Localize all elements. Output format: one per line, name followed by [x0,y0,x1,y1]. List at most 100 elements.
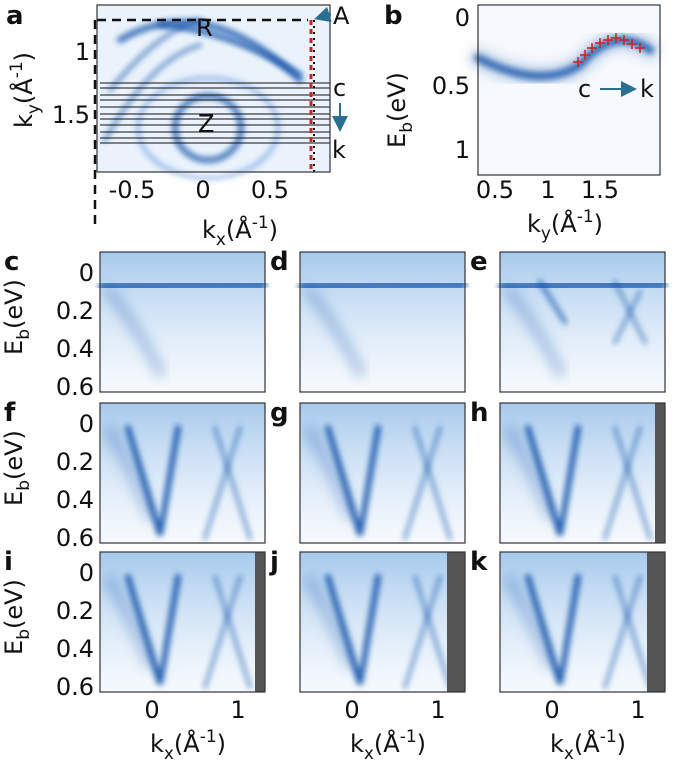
axis-label: Eb(eV) [0,279,34,355]
fit-cross [619,35,629,45]
intensity-band [103,43,202,142]
plot-frame [299,251,466,393]
panel-label: j [269,547,279,577]
x-tick-label: 0 [544,696,559,724]
intensity-band [413,426,452,540]
axis-label-part: b [397,122,417,133]
axis-label-part: E [383,133,411,148]
axis-label-part: -1 [577,207,594,227]
annotation: k [640,75,654,103]
y-tick-label: 0.6 [56,524,94,552]
panel-label: a [6,1,24,31]
marker-label: Z [198,110,214,138]
fit-cross [595,38,605,48]
axis-label: kx(Å-1) [202,213,278,250]
axis-label: Eb(eV) [0,430,34,506]
gray-bar [647,552,665,692]
axis-label-part: (eV) [0,279,28,329]
axis-label-part: ) [10,52,38,61]
image-bg [300,252,465,392]
y-tick-label: 0.4 [56,486,94,514]
axis-label-part: (Å [9,78,38,104]
intensity-band [203,426,242,540]
intensity-band [325,425,381,536]
intensity-band [103,426,157,520]
axis-label-part: (Å [174,729,200,758]
intensity-band [603,575,642,689]
panel-label: f [4,398,16,428]
intensity-band [157,22,303,78]
y-tick-label: 0.6 [56,373,94,401]
plot-frame [499,551,666,693]
panel-label: d [270,247,289,277]
marker-label: c [333,74,346,102]
x-tick-label: 0 [144,696,159,724]
intensity-band [213,426,252,540]
axis-label-part: k [550,730,564,758]
panel-label: k [470,547,488,577]
axis-label: Eb(eV) [0,579,34,655]
fit-cross [611,33,621,43]
axis-label-part: (eV) [0,430,28,480]
axis-label-part: (Å [374,729,400,758]
fit-cross [587,43,597,53]
axis-label-part: E [0,640,28,655]
x-tick-label: 0 [344,696,359,724]
plot-frame [499,402,666,544]
fit-cross [580,50,590,60]
axis-label-part: y [541,224,551,244]
axis-label-part: -1 [200,727,217,747]
intensity-band [303,575,357,669]
axis-label-part: x [216,230,226,250]
intensity-band [103,575,157,669]
intensity-band [125,574,181,685]
intensity-band [505,287,565,377]
intensity-band [403,575,442,689]
intensity-band [303,426,357,520]
marker-label: R [196,14,213,42]
x-tick-label: 0.5 [251,176,289,204]
fit-cross [603,35,613,45]
axis-label-part: k [350,730,364,758]
axis-label-part: (Å [551,209,577,238]
intensity-band [613,290,642,344]
axis-label-part: y [24,104,44,114]
intensity-ring [136,76,280,180]
intensity-band [413,575,452,689]
y-tick-label: 1 [75,38,90,66]
panel-label: i [4,547,13,577]
fit-cross [635,43,645,53]
intensity-band [325,574,381,685]
axis-label-part: ) [594,210,603,238]
fit-cross [627,39,637,49]
axis-label-part: k [202,216,216,244]
x-tick-label: 1 [540,176,555,204]
intensity-band [298,277,467,294]
marker-label: k [332,136,346,164]
y-tick-label: 0 [79,559,94,587]
axis-label-part: k [10,114,38,128]
y-tick-label: 0.4 [56,335,94,363]
axis-label: kx(Å-1) [150,727,226,764]
intensity-band [213,575,252,689]
gray-bar [447,552,465,692]
axis-label: Eb(eV) [383,72,417,148]
plot-frame [499,251,666,393]
panel-label: c [4,247,19,277]
intensity-band [603,426,642,540]
y-tick-label: 0.6 [56,673,94,701]
axis-label-part: k [527,210,541,238]
axis-label-part: (Å [226,215,252,244]
intensity-band [613,426,652,540]
x-tick-label: 0 [195,176,210,204]
plot-frame [477,4,661,176]
marker-label: A [333,2,350,30]
gray-bar [255,552,265,692]
axis-label-part: E [0,340,28,355]
intensity-band [403,426,442,540]
intensity-band [305,287,365,377]
axis-label-part: ) [269,216,278,244]
plot-frame [299,402,466,544]
axis-label-part: (Å [574,729,600,758]
